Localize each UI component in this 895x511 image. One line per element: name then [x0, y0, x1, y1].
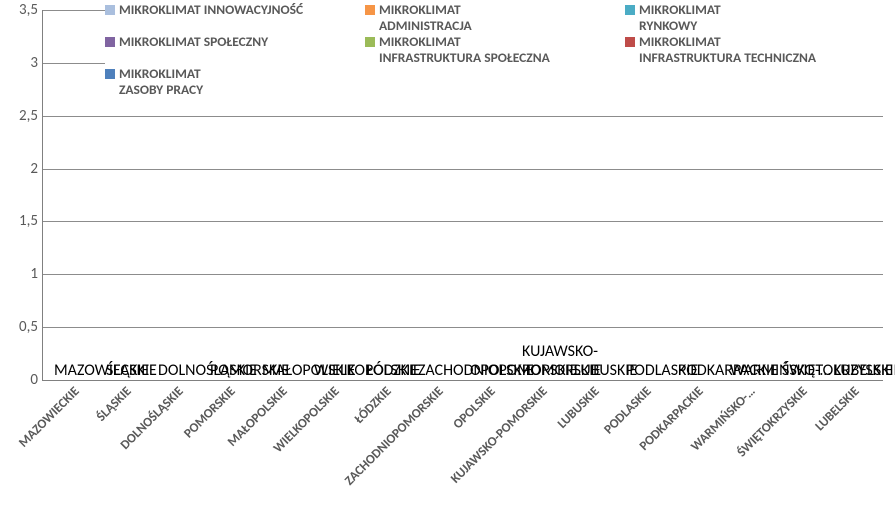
- x-tick-label: POMORSKIE: [209, 384, 247, 504]
- y-tick-label: 3,5: [4, 1, 38, 19]
- legend-row: MIKROKLIMAT SPOŁECZNY MIKROKLIMATINFRASTR…: [105, 34, 885, 65]
- bar: ŁÓDZKIE: [366, 361, 404, 380]
- bar: PODLASKIE: [626, 361, 664, 380]
- legend-item-innow: MIKROKLIMAT INNOWACYJNOŚĆ: [105, 2, 365, 33]
- legend-swatch: [105, 69, 115, 79]
- legend: MIKROKLIMAT INNOWACYJNOŚĆ MIKROKLIMATADMI…: [105, 2, 885, 98]
- bar: OPOLSKIE: [470, 361, 508, 380]
- legend-label: MIKROKLIMATZASOBY PRACY: [119, 66, 203, 97]
- stacked-bar-chart: MAZOWIECKIE ŚLĄSKIE DOLNOŚLĄSKIE POMORSKIE M…: [0, 0, 895, 511]
- legend-swatch: [625, 37, 635, 47]
- legend-swatch: [105, 5, 115, 15]
- bar: MAŁOPOLSKIE: [262, 361, 300, 380]
- gridline: [43, 169, 883, 170]
- bar: ŚLĄSKIE: [106, 361, 144, 380]
- bar: ŚWIĘTOKRZYSKIE: [782, 361, 820, 380]
- bar: ZACHODNIOPOMORSKIE: [418, 361, 456, 380]
- legend-label: MIKROKLIMATADMINISTRACJA: [379, 2, 472, 33]
- y-tick-label: 0,5: [4, 318, 38, 336]
- bar: LUBELSKIE: [834, 361, 872, 380]
- gridline: [43, 274, 883, 275]
- gridline: [43, 221, 883, 222]
- x-tick-label: WIELKOPOLSKIE: [313, 384, 351, 504]
- x-tick-label: LUBELSKIE: [833, 384, 871, 504]
- x-tick-label: LUBUSKIE: [573, 384, 611, 504]
- x-tick-label: KUJAWSKO-POMORSKIE: [521, 384, 559, 504]
- legend-label: MIKROKLIMATINFRASTRUKTURA TECHNICZNA: [639, 34, 816, 65]
- legend-label: MIKROKLIMATRYNKOWY: [639, 2, 721, 33]
- y-tick-label: 3: [4, 54, 38, 72]
- x-tick-label: ZACHODNIOPOMORSKIE: [417, 384, 455, 504]
- gridline: [43, 327, 883, 328]
- legend-row: MIKROKLIMATZASOBY PRACY: [105, 66, 885, 97]
- y-tick-label: 2,5: [4, 107, 38, 125]
- legend-item-zasoby: MIKROKLIMATZASOBY PRACY: [105, 66, 365, 97]
- bar: WARMIŃSKO-…: [730, 361, 768, 380]
- legend-label: MIKROKLIMAT SPOŁECZNY: [119, 34, 268, 50]
- x-tick-label: DOLNOŚLĄSKIE: [157, 384, 195, 504]
- legend-row: MIKROKLIMAT INNOWACYJNOŚĆ MIKROKLIMATADMI…: [105, 2, 885, 33]
- bar: MAZOWIECKIE: [54, 361, 92, 380]
- legend-swatch: [365, 5, 375, 15]
- bar: LUBUSKIE: [574, 361, 612, 380]
- x-tick-label: MAZOWIECKIE: [53, 384, 91, 504]
- legend-item-spol: MIKROKLIMAT SPOŁECZNY: [105, 34, 365, 65]
- legend-swatch: [105, 37, 115, 47]
- legend-item-admin: MIKROKLIMATADMINISTRACJA: [365, 2, 625, 33]
- legend-label: MIKROKLIMATINFRASTRUKTURA SPOŁECZNA: [379, 34, 550, 65]
- y-tick-label: 1: [4, 265, 38, 283]
- bar: KUJAWSKO-POMORSKIE: [522, 342, 560, 380]
- legend-swatch: [625, 5, 635, 15]
- y-tick-label: 0: [4, 371, 38, 389]
- legend-item-infspol: MIKROKLIMATINFRASTRUKTURA SPOŁECZNA: [365, 34, 625, 65]
- legend-label: MIKROKLIMAT INNOWACYJNOŚĆ: [119, 2, 303, 18]
- legend-item-inftech: MIKROKLIMATINFRASTRUKTURA TECHNICZNA: [625, 34, 885, 65]
- bar: PODKARPACKIE: [678, 361, 716, 380]
- x-axis-labels: MAZOWIECKIEŚLĄSKIEDOLNOŚLĄSKIEPOMORSKIEM…: [42, 384, 882, 504]
- y-tick-label: 2: [4, 160, 38, 178]
- legend-item-rynk: MIKROKLIMATRYNKOWY: [625, 2, 885, 33]
- bar: DOLNOŚLĄSKIE: [158, 361, 196, 380]
- y-tick-label: 1,5: [4, 212, 38, 230]
- legend-swatch: [365, 37, 375, 47]
- bar: POMORSKIE: [210, 361, 248, 380]
- bar: WIELKOPOLSKIE: [314, 361, 352, 380]
- x-tick-label: ŚWIĘTOKRZYSKIE: [781, 384, 819, 504]
- gridline: [43, 116, 883, 117]
